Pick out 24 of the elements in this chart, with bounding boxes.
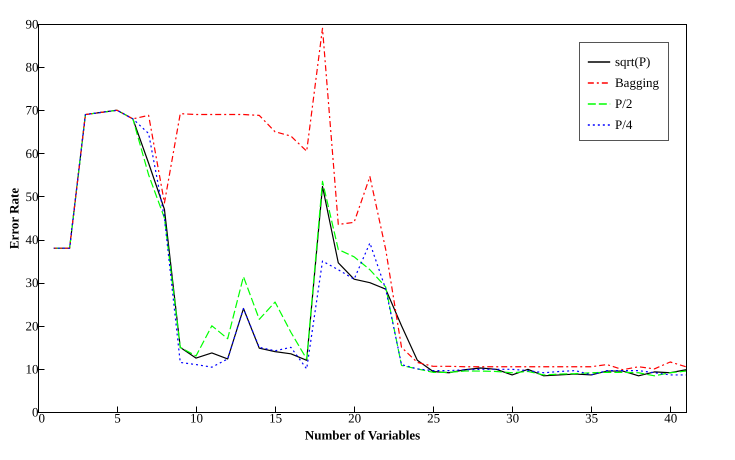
y-tick-label: 40 <box>26 232 38 248</box>
y-tick-label: 90 <box>26 16 38 32</box>
x-tick-label: 25 <box>427 410 440 426</box>
legend-label: P/2 <box>615 96 632 111</box>
legend-label: P/4 <box>615 117 633 132</box>
y-tick-label: 10 <box>26 361 38 376</box>
x-tick-label: 10 <box>190 410 204 426</box>
y-tick-label: 50 <box>26 188 38 204</box>
legend-label: Bagging <box>615 75 660 90</box>
y-tick-label: 20 <box>26 318 38 334</box>
y-tick-label: 30 <box>26 275 38 290</box>
line-series <box>53 28 687 370</box>
x-tick-label: 5 <box>114 410 121 426</box>
legend-label: sqrt(P) <box>615 54 650 69</box>
x-tick-label: 35 <box>585 410 598 426</box>
y-tick-label: 80 <box>26 60 38 75</box>
x-tick-label: 20 <box>348 410 362 426</box>
y-tick-label: 60 <box>26 146 38 161</box>
x-tick-label: 15 <box>269 410 282 426</box>
y-axis-title: Error Rate <box>6 188 22 250</box>
x-axis-title: Number of Variables <box>304 428 420 442</box>
x-tick-label: 40 <box>664 410 678 426</box>
x-tick-label: 30 <box>506 410 520 426</box>
y-tick-label: 70 <box>26 102 38 118</box>
